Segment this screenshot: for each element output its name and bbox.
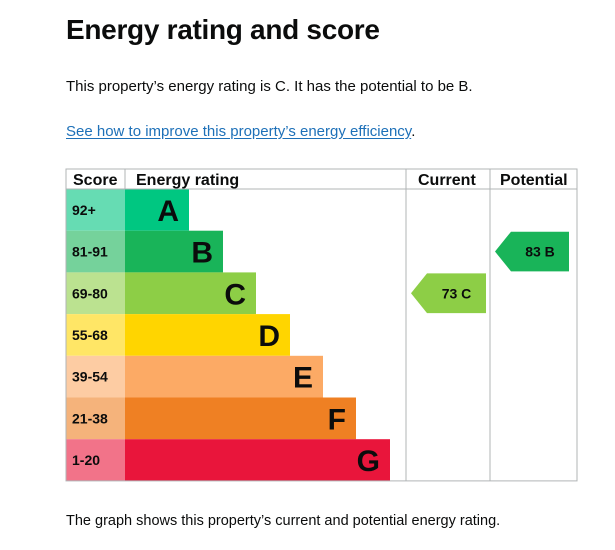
band-letter-b: B (191, 237, 213, 270)
band-bar-e (125, 355, 323, 398)
improve-efficiency-link[interactable]: See how to improve this property’s energ… (66, 123, 412, 140)
score-cell-d (66, 314, 125, 356)
score-cell-a (66, 189, 125, 231)
score-cell-e (66, 355, 125, 398)
band-bar-a (125, 189, 189, 231)
band-letter-e: E (293, 362, 313, 395)
improve-link-line: See how to improve this property’s energ… (66, 123, 415, 140)
current-rating-arrow (411, 273, 486, 314)
band-letter-f: F (328, 403, 346, 436)
band-bar-c (125, 272, 256, 315)
score-label-d: 55-68 (72, 327, 108, 343)
score-label-e: 39-54 (72, 369, 108, 385)
chart-border (65, 168, 578, 482)
page-title: Energy rating and score (66, 14, 380, 45)
potential-rating-arrow (495, 231, 569, 272)
band-bar-b (125, 230, 223, 273)
score-label-f: 21-38 (72, 410, 108, 426)
score-label-b: 81-91 (72, 244, 108, 260)
band-letter-g: G (357, 445, 380, 478)
score-label-a: 92+ (72, 202, 96, 218)
header-energy-rating: Energy rating (136, 172, 239, 189)
header-potential: Potential (500, 172, 568, 189)
band-bar-f (125, 397, 356, 440)
score-cell-f (66, 397, 125, 440)
score-cell-g (66, 439, 125, 481)
score-cell-b (66, 230, 125, 273)
band-bar-d (125, 314, 290, 356)
score-label-c: 69-80 (72, 285, 108, 301)
rating-summary: This property’s energy rating is C. It h… (66, 78, 473, 95)
potential-rating-arrow-label: 83 B (525, 244, 555, 260)
band-letter-d: D (258, 320, 280, 353)
score-label-g: 1-20 (72, 452, 100, 468)
header-current: Current (418, 172, 476, 189)
band-letter-c: C (224, 278, 246, 311)
link-suffix: . (411, 123, 416, 140)
chart-caption: The graph shows this property’s current … (66, 513, 501, 529)
score-cell-c (66, 272, 125, 315)
current-rating-arrow-label: 73 C (442, 285, 472, 301)
band-bar-g (125, 439, 390, 481)
header-score: Score (73, 172, 118, 189)
band-letter-a: A (157, 195, 179, 228)
